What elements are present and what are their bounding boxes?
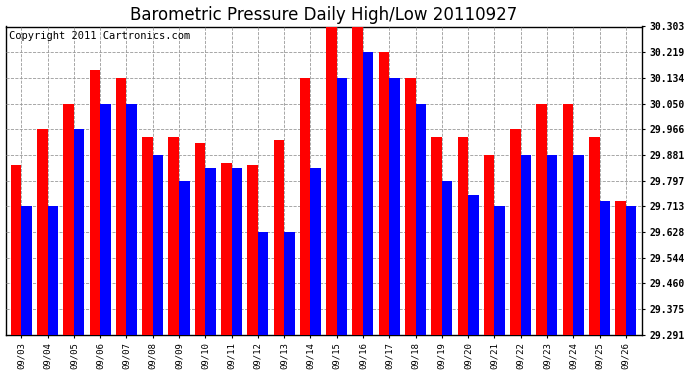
Bar [247,165,258,335]
Bar [274,140,284,335]
Bar [195,143,206,335]
Bar [589,137,600,335]
Bar [221,164,232,335]
Bar [405,78,415,335]
Bar [521,155,531,335]
Bar [484,155,494,335]
Bar [300,78,310,335]
Bar [326,27,337,335]
Bar [510,129,521,335]
Bar [126,104,137,335]
Bar [284,232,295,335]
Bar [37,129,48,335]
Bar [415,104,426,335]
Bar [310,168,321,335]
Bar [100,104,110,335]
Bar [536,104,547,335]
Bar [11,165,21,335]
Bar [206,168,216,335]
Bar [563,104,573,335]
Bar [116,78,126,335]
Bar [63,104,74,335]
Bar [21,206,32,335]
Bar [363,52,373,335]
Bar [90,70,100,335]
Bar [353,27,363,335]
Bar [547,155,558,335]
Bar [494,206,505,335]
Bar [573,155,584,335]
Bar [337,78,347,335]
Bar [258,232,268,335]
Bar [179,181,190,335]
Bar [457,137,468,335]
Bar [626,206,636,335]
Bar [168,137,179,335]
Bar [615,201,626,335]
Bar [379,52,389,335]
Bar [142,137,152,335]
Text: Copyright 2011 Cartronics.com: Copyright 2011 Cartronics.com [9,31,190,41]
Bar [389,78,400,335]
Title: Barometric Pressure Daily High/Low 20110927: Barometric Pressure Daily High/Low 20110… [130,6,518,24]
Bar [74,129,84,335]
Bar [442,181,453,335]
Bar [48,206,58,335]
Bar [152,155,164,335]
Bar [600,201,610,335]
Bar [431,137,442,335]
Bar [468,195,479,335]
Bar [232,168,242,335]
